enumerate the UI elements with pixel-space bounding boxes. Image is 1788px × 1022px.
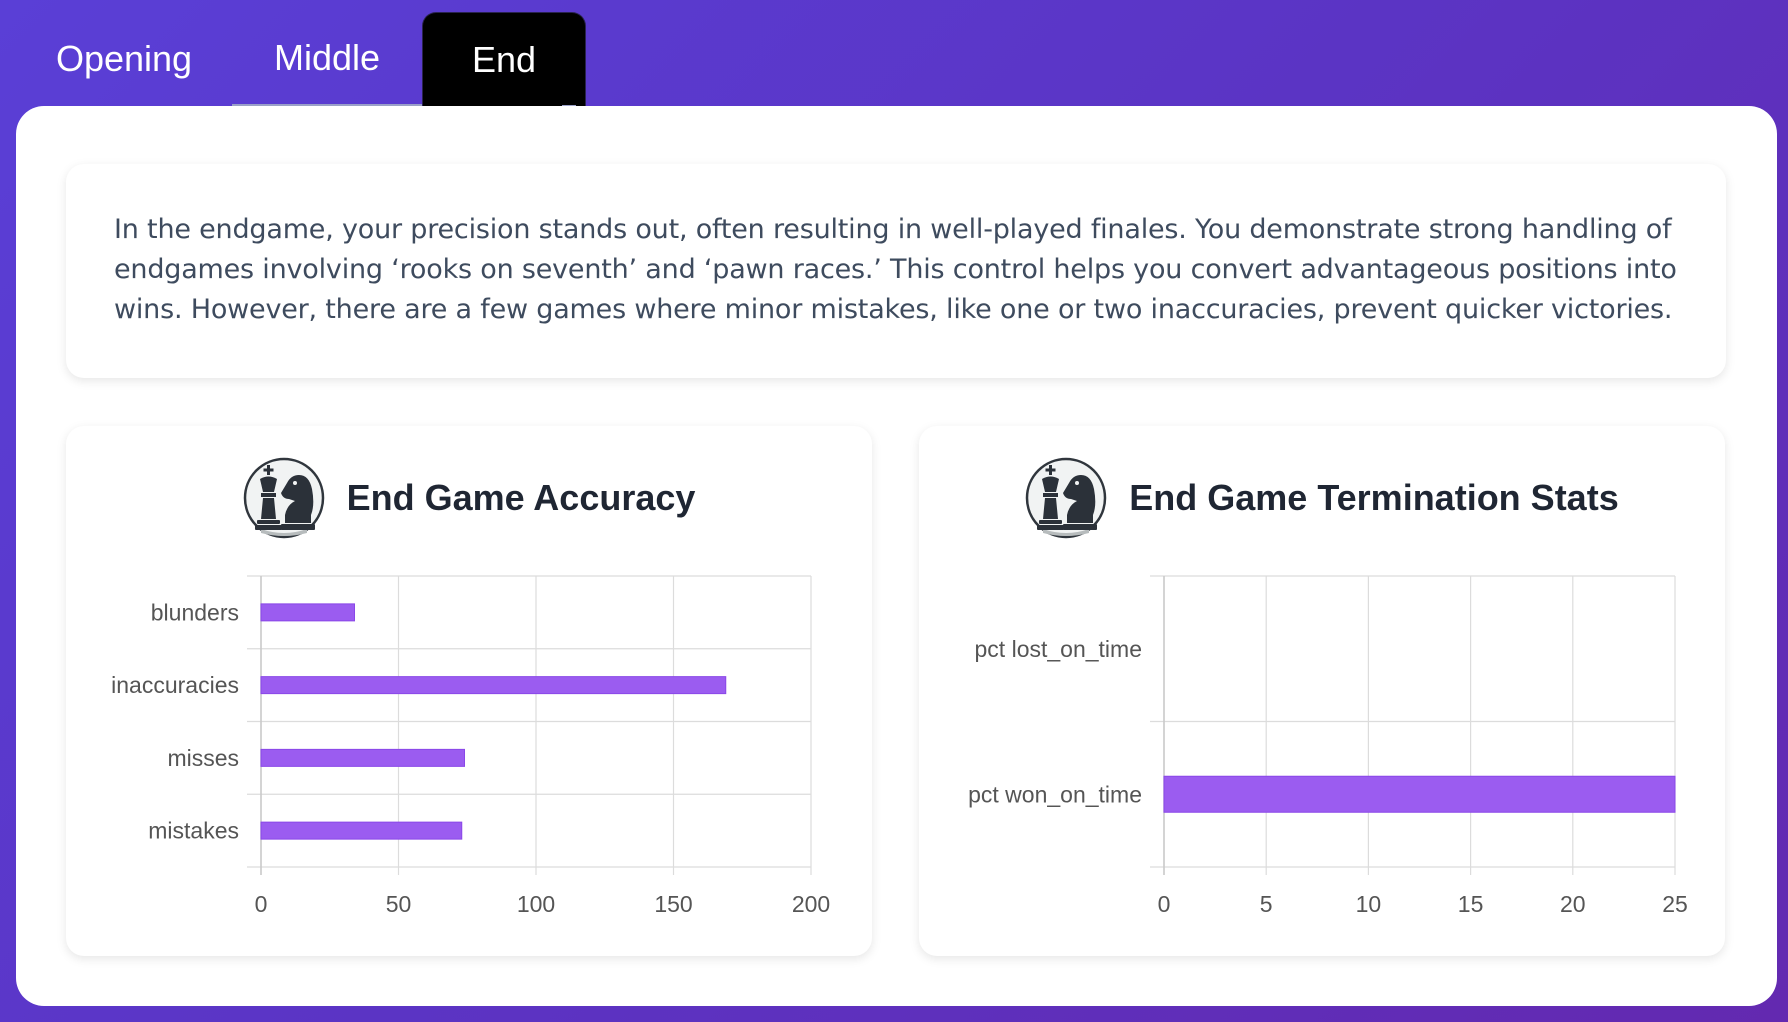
- termination-tick-label: 15: [1458, 891, 1484, 917]
- accuracy-bar[interactable]: [260, 676, 727, 695]
- accuracy-category-label: inaccuracies: [111, 672, 239, 698]
- accuracy-chart: 0 50 100 150 200 blunders inaccuracies misses mi…: [111, 575, 830, 917]
- accuracy-tick-label: 50: [386, 891, 412, 917]
- termination-tick-label: 5: [1260, 891, 1273, 917]
- termination-bar[interactable]: [1163, 775, 1676, 813]
- description-text: In the endgame, your precision stands ou…: [114, 214, 1677, 325]
- termination-category-label: pct lost_on_time: [975, 636, 1142, 662]
- accuracy-bar[interactable]: [260, 603, 355, 622]
- accuracy-category-label: misses: [167, 745, 239, 771]
- accuracy-bar[interactable]: [260, 821, 463, 840]
- description-card: In the endgame, your precision stands ou…: [66, 164, 1726, 378]
- tab-end[interactable]: End: [422, 12, 586, 106]
- content-panel: In the endgame, your precision stands ou…: [16, 106, 1777, 1006]
- termination-chart-title: End Game Termination Stats: [1129, 477, 1619, 518]
- chess-king-knight-icon: [243, 457, 324, 539]
- accuracy-category-label: mistakes: [148, 818, 239, 844]
- accuracy-category-label: blunders: [151, 599, 239, 625]
- accuracy-tick-label: 150: [654, 891, 692, 917]
- accuracy-chart-card: 0 50 100 150 200 blunders inaccuracies misses mi…: [66, 426, 872, 956]
- accuracy-tick-label: 100: [517, 891, 555, 917]
- termination-tick-label: 25: [1662, 891, 1688, 917]
- termination-tick-label: 0: [1158, 891, 1171, 917]
- accuracy-bar[interactable]: [260, 748, 465, 767]
- termination-chart-header: End Game Termination Stats: [919, 456, 1725, 540]
- chess-king-knight-icon: [1026, 457, 1107, 539]
- tab-middle[interactable]: Middle: [232, 12, 422, 106]
- termination-tick-label: 10: [1356, 891, 1382, 917]
- accuracy-tick-label: 200: [792, 891, 830, 917]
- termination-tick-label: 20: [1560, 891, 1586, 917]
- termination-gridlines: [1150, 575, 1676, 875]
- termination-category-label: pct won_on_time: [968, 781, 1142, 807]
- accuracy-chart-header: End Game Accuracy: [66, 456, 872, 540]
- accuracy-tick-label: 0: [255, 891, 268, 917]
- tab-opening[interactable]: Opening: [55, 38, 193, 79]
- accuracy-chart-title: End Game Accuracy: [346, 477, 696, 518]
